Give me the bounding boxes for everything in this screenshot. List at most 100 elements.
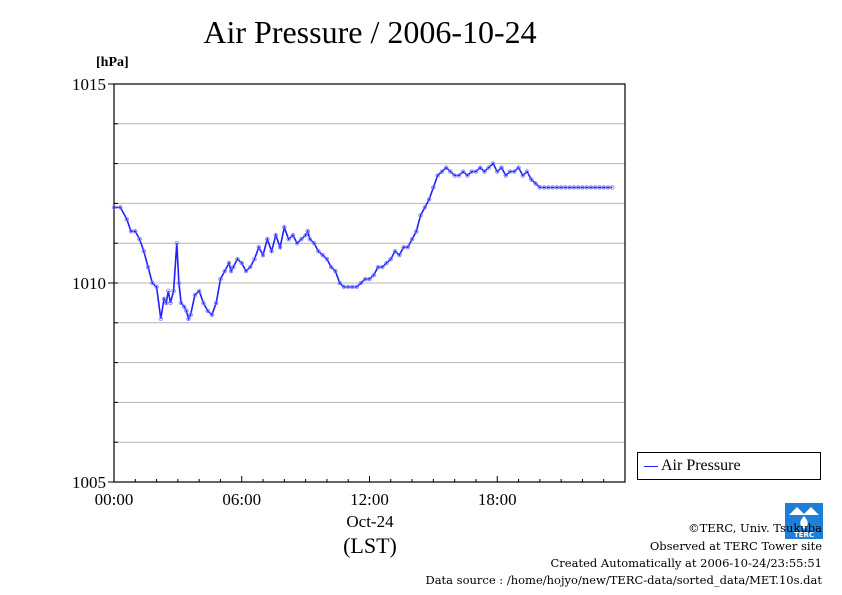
data-point — [575, 185, 581, 190]
data-point — [192, 292, 198, 298]
data-point — [580, 185, 585, 190]
data-point — [422, 205, 428, 210]
legend: Air Pressure — [637, 452, 821, 480]
data-point — [265, 237, 270, 242]
data-point — [176, 280, 182, 286]
data-point — [328, 264, 334, 270]
data-point — [567, 185, 572, 190]
y-tick-label: 1015 — [72, 75, 106, 94]
data-point — [201, 300, 206, 306]
data-point — [371, 272, 376, 278]
logo-text: TERC — [794, 531, 814, 539]
data-point — [529, 177, 534, 182]
data-point — [299, 237, 304, 242]
data-point — [409, 237, 415, 242]
data-point — [141, 248, 147, 254]
data-point — [341, 284, 347, 290]
data-point — [392, 248, 398, 254]
data-point — [541, 185, 547, 190]
data-point — [405, 244, 411, 250]
data-point — [163, 300, 169, 306]
data-point — [350, 284, 355, 290]
data-point — [363, 276, 368, 282]
data-point — [482, 169, 487, 174]
data-point — [495, 169, 500, 174]
data-point — [222, 268, 227, 274]
data-point — [354, 284, 359, 290]
data-point — [516, 165, 521, 170]
data-point — [231, 264, 236, 270]
data-point — [196, 288, 202, 294]
data-point — [473, 169, 479, 174]
series-air-pressure — [111, 161, 615, 322]
data-point — [305, 229, 310, 234]
data-point — [337, 280, 342, 286]
data-point — [168, 300, 173, 306]
data-point — [533, 181, 538, 186]
credit-created: Created Automatically at 2006-10-24/23:5… — [550, 556, 823, 570]
data-point — [346, 284, 351, 290]
data-point — [486, 165, 491, 170]
tick-labels: 1005 1010 1015 00:00 06:00 12:00 18:00 — [72, 75, 517, 509]
data-point — [320, 252, 325, 258]
data-point — [248, 264, 253, 270]
data-point — [554, 185, 560, 190]
data-point — [469, 169, 474, 174]
data-point — [235, 256, 240, 262]
data-point — [260, 252, 266, 258]
data-point — [303, 233, 308, 238]
data-point — [490, 161, 496, 166]
terc-logo: TERC — [785, 503, 823, 539]
data-point — [186, 316, 191, 322]
credit-copyright: ©TERC, Univ. Tsukuba — [688, 521, 822, 535]
data-point — [118, 205, 123, 210]
data-point — [358, 280, 364, 286]
data-point — [571, 185, 577, 190]
data-point — [124, 217, 129, 222]
data-point — [499, 165, 504, 170]
data-point — [503, 173, 508, 178]
data-point — [137, 237, 142, 242]
credit-source: Data source : /home/hojyo/new/TERC-data/… — [425, 573, 822, 587]
data-point — [592, 185, 598, 190]
data-point — [375, 264, 381, 270]
data-point — [205, 308, 210, 314]
data-point — [524, 169, 530, 174]
data-point — [588, 185, 594, 190]
data-point — [294, 240, 300, 246]
data-point — [367, 276, 372, 282]
data-point — [145, 264, 151, 270]
data-point — [150, 280, 155, 286]
data-point — [178, 300, 184, 306]
data-point — [380, 264, 385, 270]
data-point — [431, 185, 436, 190]
data-point — [273, 233, 279, 238]
data-point — [414, 229, 419, 234]
data-point — [213, 300, 219, 306]
data-point — [435, 173, 440, 178]
data-point — [188, 312, 193, 318]
data-point — [307, 237, 313, 242]
x-axis-unit-label: (LST) — [343, 533, 397, 558]
legend-swatch — [644, 466, 658, 467]
data-point — [546, 185, 551, 190]
data-point — [439, 169, 445, 174]
data-point — [228, 268, 234, 274]
data-point — [256, 244, 261, 250]
data-point — [537, 185, 543, 190]
data-point — [226, 260, 232, 266]
data-point — [601, 185, 606, 190]
data-point — [520, 173, 525, 178]
data-point — [597, 185, 602, 190]
data-point — [507, 169, 513, 174]
data-point — [465, 173, 470, 178]
x-tick-label: 18:00 — [478, 490, 517, 509]
data-point — [443, 165, 449, 170]
data-point — [584, 185, 589, 190]
data-point — [605, 185, 611, 190]
data-point — [316, 248, 321, 254]
data-point — [311, 240, 317, 246]
data-point — [243, 268, 249, 274]
data-point — [384, 260, 389, 266]
data-point — [252, 256, 257, 262]
